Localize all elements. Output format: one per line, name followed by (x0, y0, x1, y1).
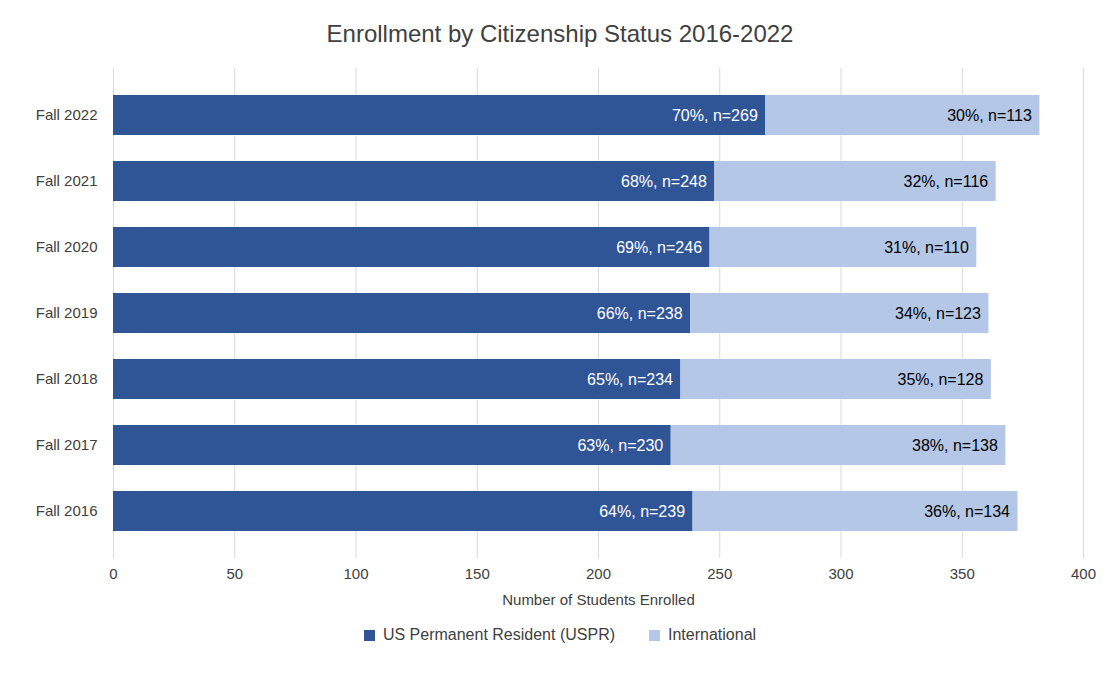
html-text:Enrollment by Citizenship Stat: Enrollment by Citizenship Status 2016-20… (326, 20, 794, 47)
svg-text:Fall 2017: Fall 2017 (36, 436, 98, 453)
svg-text:36%, n=134: 36%, n=134 (924, 503, 1010, 520)
html-text:US Permanent Resident (USPR): US Permanent Resident (USPR) (382, 626, 615, 643)
svg-text:50: 50 (226, 565, 243, 582)
svg-text:Fall 2018: Fall 2018 (36, 370, 98, 387)
svg-text:400: 400 (1071, 565, 1096, 582)
svg-text:200: 200 (586, 565, 611, 582)
svg-text:69%, n=246: 69%, n=246 (616, 239, 702, 256)
html-text:International: International (668, 626, 757, 643)
svg-text:150: 150 (465, 565, 490, 582)
svg-text:Number of Students Enrolled: Number of Students Enrolled (502, 591, 695, 608)
svg-text:65%, n=234: 65%, n=234 (587, 371, 673, 388)
svg-text:68%, n=248: 68%, n=248 (621, 173, 707, 190)
svg-text:66%, n=238: 66%, n=238 (597, 305, 683, 322)
svg-text:Fall 2022: Fall 2022 (36, 106, 98, 123)
svg-text:250: 250 (707, 565, 732, 582)
svg-text:Fall 2021: Fall 2021 (36, 172, 98, 189)
svg-text:64%, n=239: 64%, n=239 (599, 503, 685, 520)
svg-text:30%, n=113: 30%, n=113 (947, 107, 1032, 124)
svg-text:63%, n=230: 63%, n=230 (577, 437, 663, 454)
svg-text:0: 0 (109, 565, 117, 582)
svg-text:38%, n=138: 38%, n=138 (912, 437, 998, 454)
svg-text:Fall 2016: Fall 2016 (36, 502, 98, 519)
svg-text:31%, n=110: 31%, n=110 (884, 239, 969, 256)
svg-text:70%, n=269: 70%, n=269 (672, 107, 758, 124)
svg-text:Fall 2020: Fall 2020 (36, 238, 98, 255)
svg-text:350: 350 (950, 565, 975, 582)
svg-text:34%, n=123: 34%, n=123 (895, 305, 981, 322)
svg-text:300: 300 (828, 565, 853, 582)
svg-text:35%, n=128: 35%, n=128 (897, 371, 983, 388)
svg-text:Fall 2019: Fall 2019 (36, 304, 98, 321)
svg-text:32%, n=116: 32%, n=116 (904, 173, 989, 190)
svg-text:100: 100 (343, 565, 368, 582)
